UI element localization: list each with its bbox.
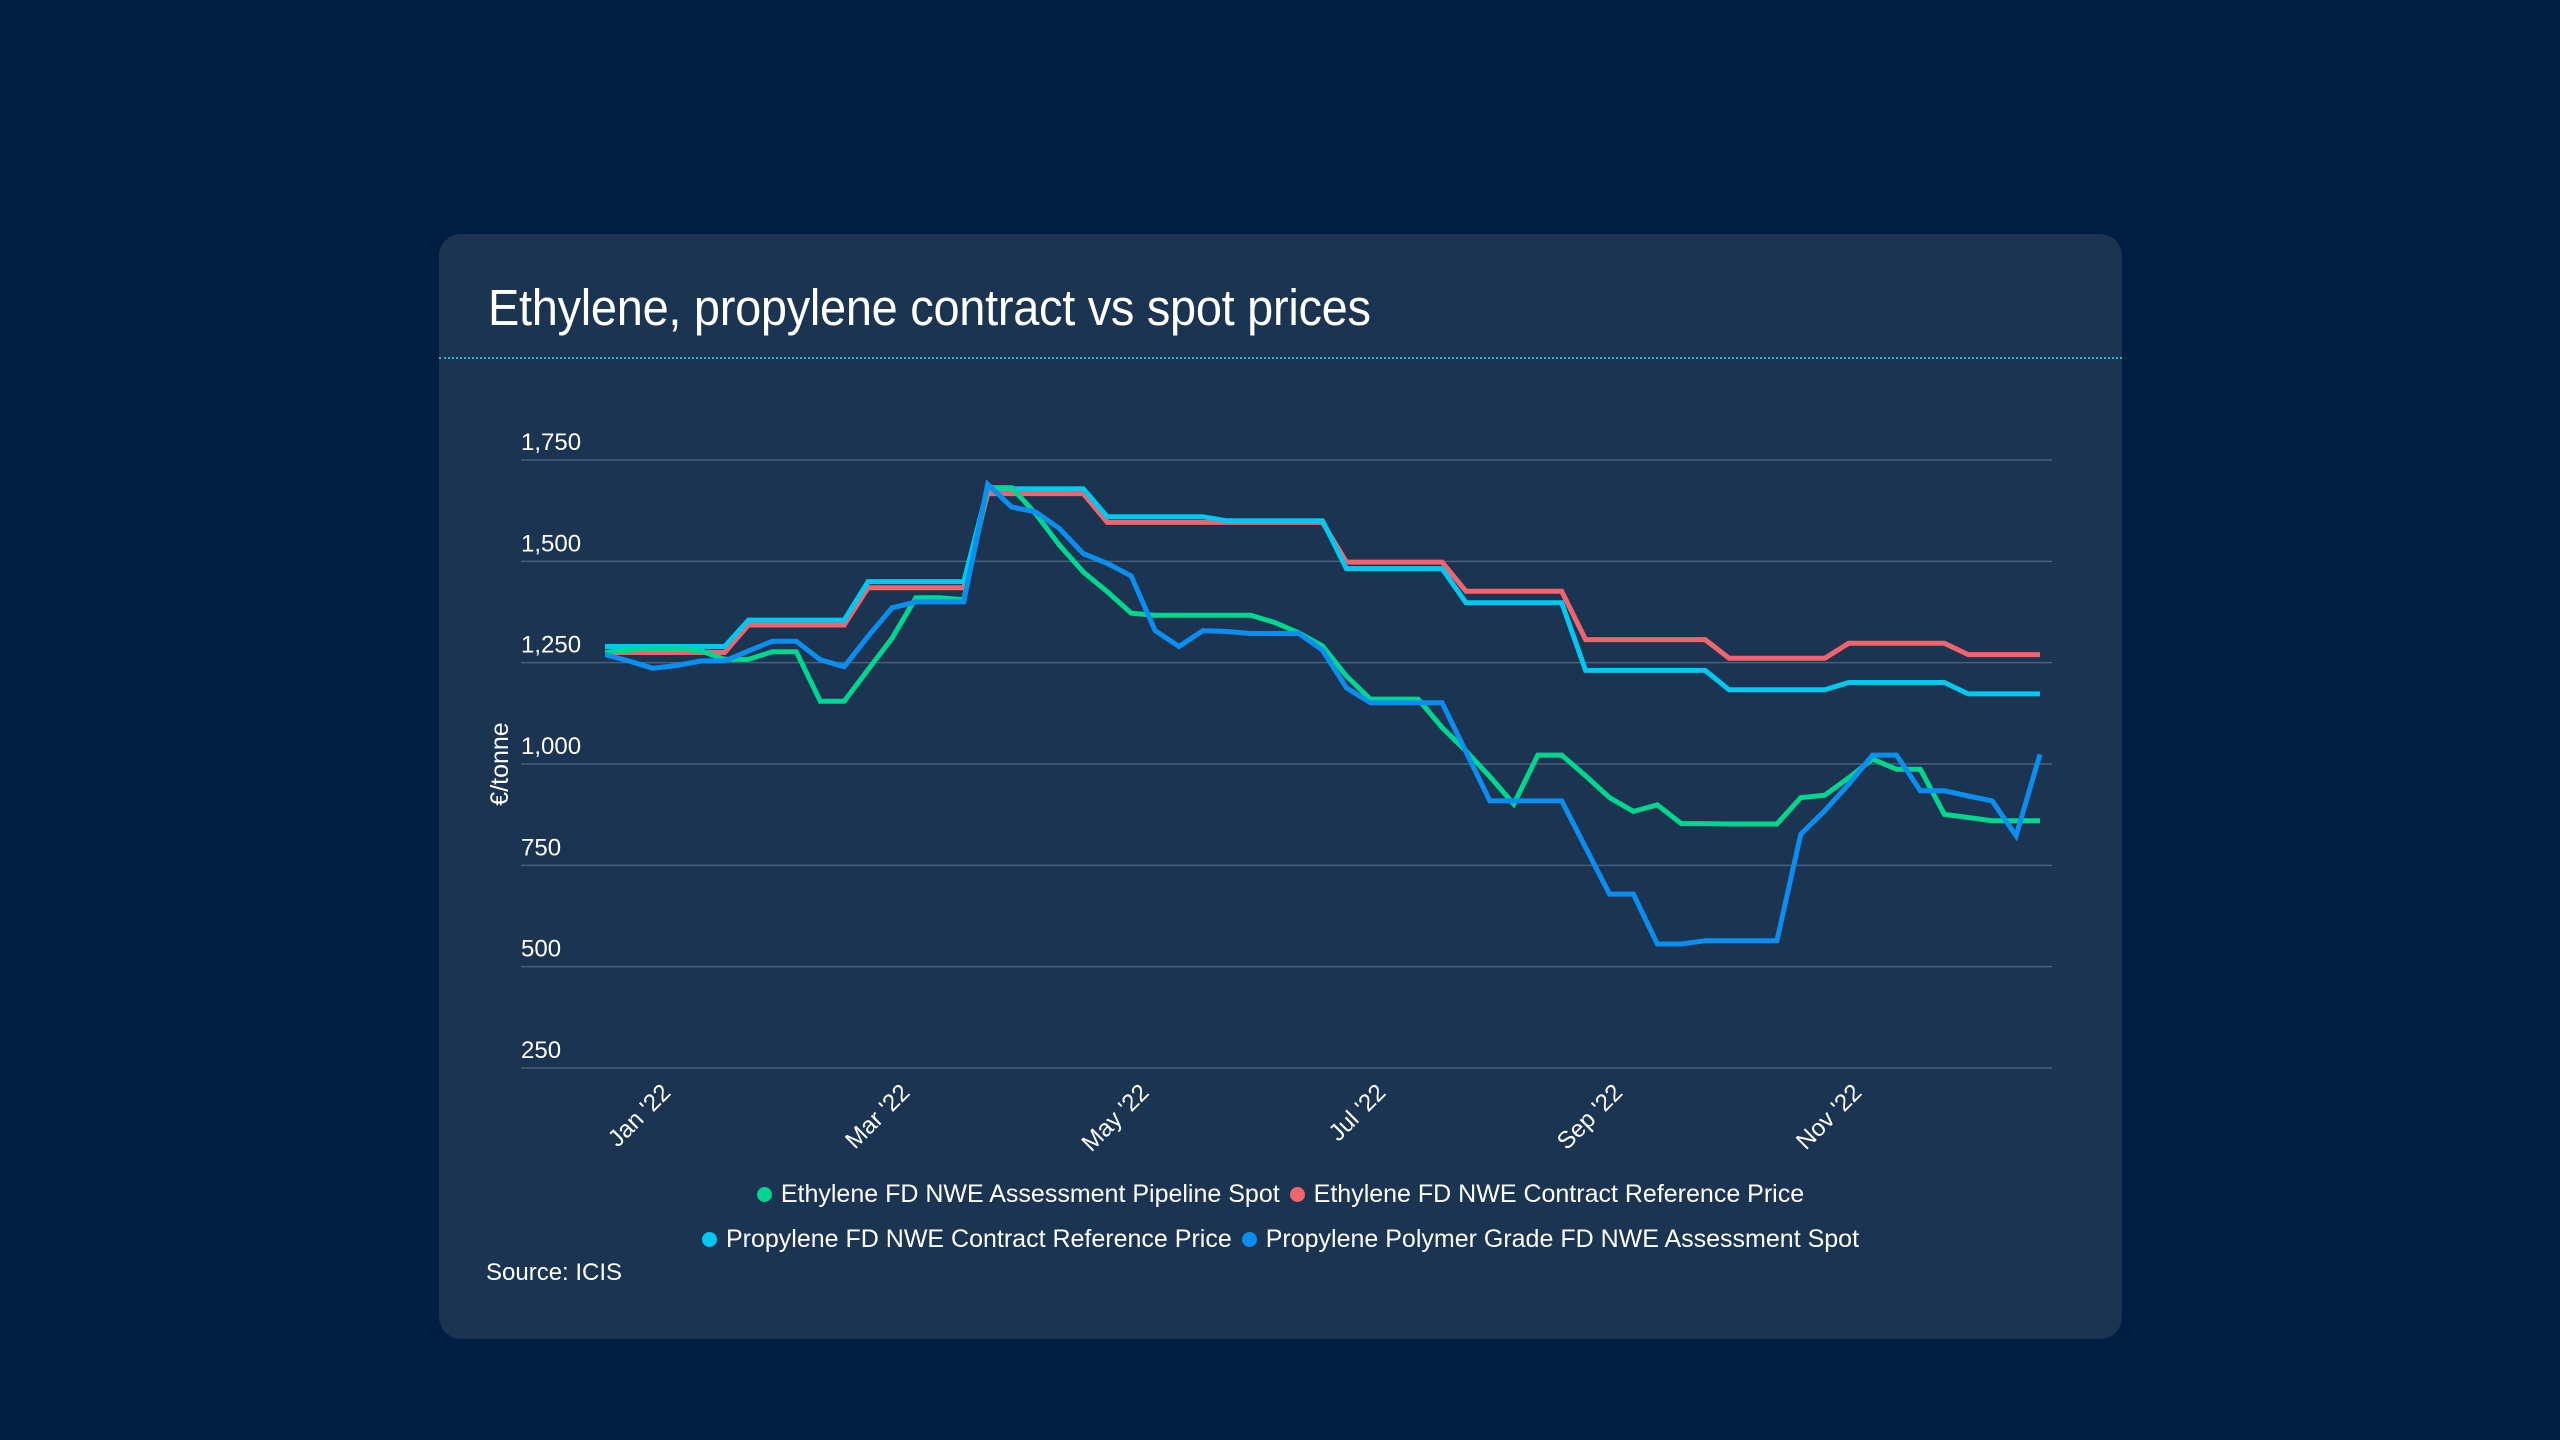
- chart-title: Ethylene, propylene contract vs spot pri…: [488, 279, 1371, 336]
- x-tick-label: Mar '22: [840, 1079, 915, 1154]
- x-tick-label: Sep '22: [1552, 1079, 1628, 1155]
- y-tick-label: 250: [521, 1037, 561, 1064]
- y-tick-label: 1,500: [521, 530, 581, 557]
- source-note: Source: ICIS: [486, 1259, 623, 1286]
- series-line-propylene-polymer-grade-fd-nwe-assessment-spot[interactable]: [604, 479, 2043, 947]
- legend-item-ethylene-contract[interactable]: Ethylene FD NWE Contract Reference Price: [1289, 1180, 1805, 1209]
- x-tick-label: Jul '22: [1324, 1079, 1392, 1147]
- y-tick-label: 1,750: [521, 429, 581, 456]
- x-tick-label: May '22: [1076, 1079, 1154, 1157]
- legend-dot-icon: [1241, 1232, 1257, 1247]
- legend-item-ethylene-spot[interactable]: Ethylene FD NWE Assessment Pipeline Spot: [756, 1180, 1280, 1209]
- series-line-propylene-fd-nwe-contract-reference-price[interactable]: [605, 486, 2040, 697]
- legend-item-propylene-spot[interactable]: Propylene Polymer Grade FD NWE Assessmen…: [1241, 1225, 1860, 1254]
- legend-row-1: Ethylene FD NWE Assessment Pipeline Spot…: [439, 1180, 2122, 1209]
- series-line-ethylene-fd-nwe-assessment-pipeline-spot[interactable]: [604, 485, 2040, 827]
- series-line-ethylene-fd-nwe-contract-reference-price[interactable]: [605, 491, 2040, 661]
- legend-label: Propylene FD NWE Contract Reference Pric…: [725, 1225, 1232, 1253]
- y-tick-labels: 250 500 750 1,000 1,250 1,500 1,750: [521, 429, 581, 1064]
- y-tick-label: 500: [521, 936, 561, 963]
- x-tick-label: Nov '22: [1791, 1079, 1867, 1155]
- x-tick-label: Jan '22: [603, 1079, 676, 1152]
- chart-card: Ethylene, propylene contract vs spot pri…: [439, 234, 2122, 1339]
- legend-dot-icon: [1289, 1187, 1305, 1202]
- y-tick-label: 750: [521, 834, 561, 861]
- legend-row-2: Propylene FD NWE Contract Reference Pric…: [439, 1225, 2122, 1254]
- legend-label: Ethylene FD NWE Assessment Pipeline Spot: [780, 1180, 1280, 1208]
- y-tick-label: 1,000: [521, 733, 581, 760]
- line-chart: 250 500 750 1,000 1,250 1,500 1,750 €/tonne Ja…: [486, 429, 2052, 1157]
- legend-dot-icon: [701, 1232, 717, 1247]
- legend-label: Ethylene FD NWE Contract Reference Price: [1313, 1180, 1805, 1208]
- series-lines: [604, 479, 2043, 947]
- y-tick-label: 1,250: [521, 632, 581, 659]
- title-divider: [439, 357, 2122, 359]
- x-tick-labels: Jan '22 Mar '22 May '22 Jul '22 Sep '22 Nov '…: [603, 1079, 1867, 1157]
- legend-dot-icon: [756, 1187, 772, 1202]
- legend-item-propylene-contract[interactable]: Propylene FD NWE Contract Reference Pric…: [701, 1225, 1232, 1254]
- gridlines: [521, 459, 2052, 1069]
- legend-label: Propylene Polymer Grade FD NWE Assessmen…: [1265, 1225, 1860, 1253]
- y-axis-title: €/tonne: [486, 722, 514, 805]
